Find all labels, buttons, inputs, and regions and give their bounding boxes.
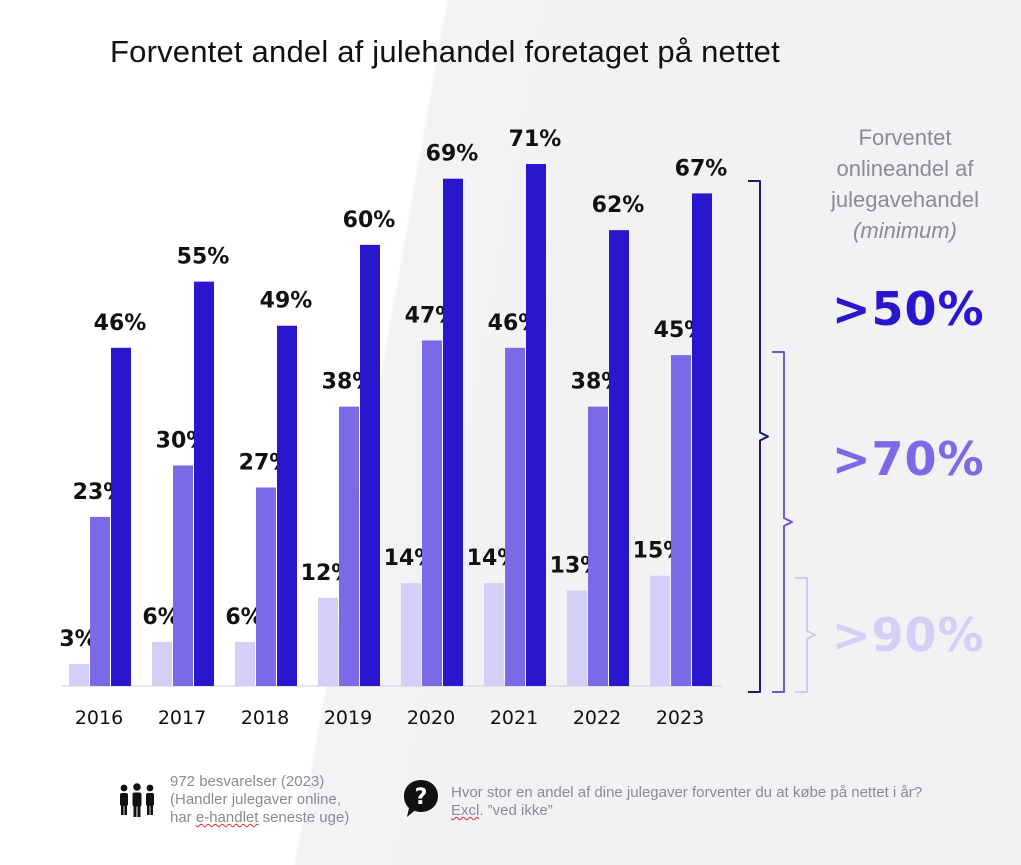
side-heading-line-2: onlineandel af (836, 156, 974, 181)
people-group-icon (120, 783, 154, 817)
x-tick-label-2021: 2021 (490, 707, 538, 729)
bar-2016-series-0 (69, 663, 89, 686)
x-tick-label-2018: 2018 (241, 707, 289, 729)
legend-item-50: >50% (832, 282, 985, 336)
respondents-line-3b: e-handlet (195, 809, 259, 826)
legend-item-70: >70% (832, 432, 985, 486)
question-line-1: Hvor stor en andel af dine julegaver for… (451, 784, 923, 801)
bar-2021-series-1 (505, 347, 525, 686)
data-label-2018-series-2: 49% (260, 289, 313, 314)
bar-2023-series-2 (692, 193, 712, 686)
bar-2020-series-0 (401, 583, 421, 686)
legend-bracket (748, 180, 769, 693)
bar-2020-series-2 (443, 178, 463, 686)
bar-2019-series-2 (360, 244, 380, 687)
respondents-line-3c: seneste uge) (258, 809, 350, 826)
bar-2020-series-1 (422, 340, 442, 686)
x-tick-label-2022: 2022 (573, 707, 621, 729)
bar-2023-series-0 (650, 575, 670, 686)
bar-2022-series-0 (567, 590, 587, 686)
bar-2021-series-0 (484, 583, 504, 686)
bar-2021-series-2 (526, 164, 546, 686)
legend-bracket (795, 577, 816, 693)
respondents-line-1: 972 besvarelser (2023) (170, 773, 325, 790)
bar-2018-series-0 (235, 641, 255, 686)
data-label-2021-series-2: 71% (509, 127, 562, 152)
data-label-2020-series-2: 69% (426, 142, 479, 167)
svg-text:?: ? (415, 785, 428, 810)
side-legend-heading: Forventet onlineandel af julegavehandel … (800, 122, 1010, 246)
chart-title: Forventet andel af julehandel foretaget … (110, 34, 780, 69)
bar-2022-series-1 (588, 406, 608, 686)
x-tick-label-2016: 2016 (75, 707, 123, 729)
bar-2018-series-2 (277, 325, 297, 686)
question-bubble-icon: ? (404, 780, 438, 817)
respondents-line-3a: har (170, 809, 196, 826)
side-heading-line-4: (minimum) (853, 218, 957, 243)
legend-item-90: >90% (832, 608, 985, 662)
x-tick-label-2017: 2017 (158, 707, 206, 729)
x-tick-label-2023: 2023 (656, 707, 704, 729)
data-label-2016-series-2: 46% (94, 311, 147, 336)
side-heading-line-1: Forventet (858, 125, 952, 150)
bar-2019-series-0 (318, 597, 338, 686)
bar-2017-series-1 (173, 465, 193, 686)
respondents-line-3: har e-handlet seneste uge) (170, 809, 349, 827)
data-label-2022-series-2: 62% (592, 193, 645, 218)
bar-2022-series-2 (609, 230, 629, 687)
question-line-2b: . ”ved ikke” (479, 802, 553, 819)
data-label-2019-series-2: 60% (343, 208, 396, 233)
legend-bracket (772, 351, 793, 693)
question-note: Hvor stor en andel af dine julegaver for… (451, 784, 922, 820)
bar-2019-series-1 (339, 406, 359, 686)
x-tick-label-2020: 2020 (407, 707, 455, 729)
data-label-2017-series-2: 55% (177, 245, 230, 270)
data-label-2023-series-2: 67% (675, 156, 728, 181)
x-tick-label-2019: 2019 (324, 707, 372, 729)
bar-2023-series-1 (671, 355, 691, 686)
bar-2017-series-0 (152, 641, 172, 686)
question-line-2: Excl. ”ved ikke” (451, 802, 922, 820)
side-heading-line-3: julegavehandel (830, 187, 980, 212)
respondents-line-2: (Handler julegaver online, (170, 791, 341, 808)
bar-2016-series-2 (111, 347, 131, 686)
question-line-2a: Excl (451, 802, 480, 819)
respondents-note: 972 besvarelser (2023) (Handler julegave… (170, 773, 349, 827)
bar-2018-series-1 (256, 487, 276, 686)
bar-2016-series-1 (90, 516, 110, 686)
bar-2017-series-2 (194, 281, 214, 686)
